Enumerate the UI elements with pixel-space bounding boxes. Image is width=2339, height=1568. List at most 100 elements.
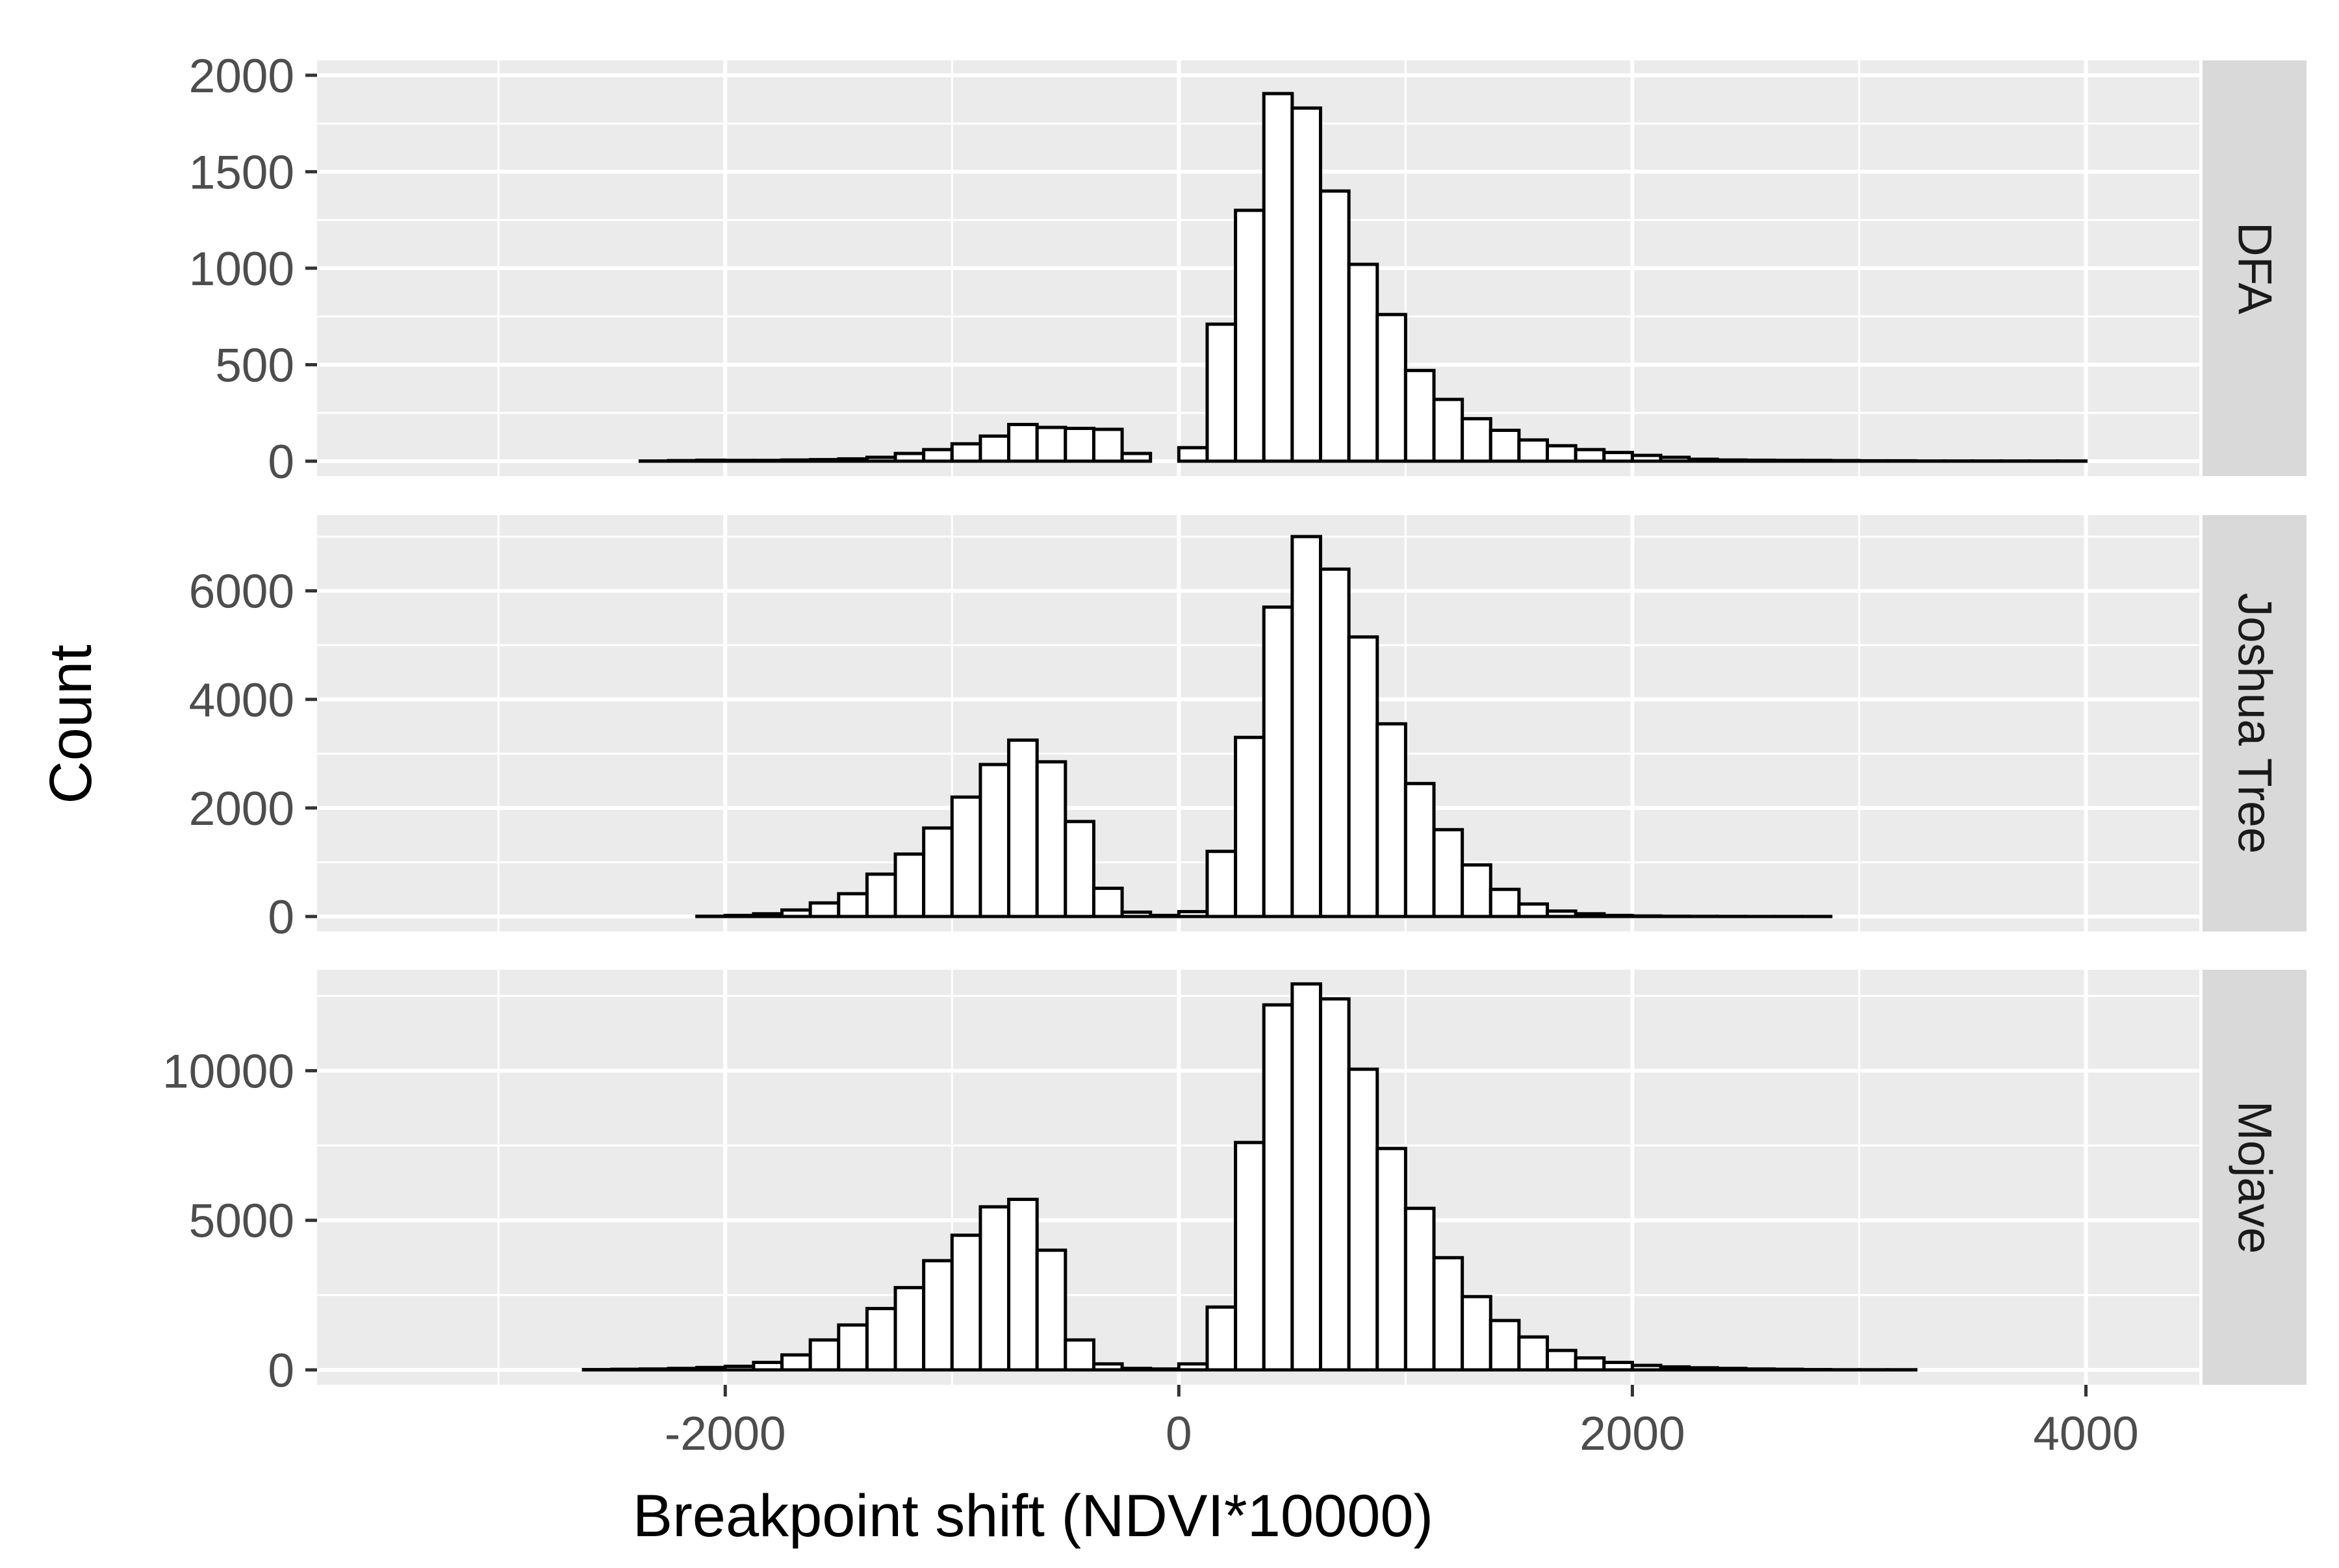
histogram-bar [867, 1309, 895, 1370]
histogram-bar [1689, 1368, 1718, 1370]
histogram-bar [1604, 1362, 1633, 1370]
histogram-bar [952, 797, 980, 917]
histogram-bar [1490, 1321, 1519, 1370]
histogram-bar [1405, 1208, 1434, 1370]
x-tick-label: 4000 [2033, 1408, 2138, 1460]
histogram-bar [1632, 455, 1661, 461]
histogram-bar [867, 874, 895, 917]
histogram-bar [1463, 865, 1491, 917]
histogram-bar [1151, 1369, 1179, 1370]
histogram-bar [980, 436, 1009, 461]
histogram-bar [1463, 1296, 1491, 1370]
histogram-bar [1746, 1369, 1774, 1370]
histogram-bar [1604, 915, 1633, 917]
histogram-bar [1661, 1367, 1689, 1370]
histogram-bar [1264, 1005, 1292, 1370]
histogram-bar [1717, 1369, 1746, 1370]
histogram-bar [810, 460, 839, 461]
histogram-bar [924, 449, 952, 461]
histogram-bar [1066, 428, 1094, 461]
histogram-bar [725, 915, 754, 917]
histogram-bar [754, 1362, 782, 1370]
histogram-bar [612, 1369, 641, 1370]
histogram-bar [1009, 1199, 1038, 1370]
histogram-bar [1320, 191, 1349, 461]
histogram-bar [1576, 1358, 1604, 1370]
x-axis-title: Breakpoint shift (NDVI*10000) [633, 1483, 1433, 1549]
histogram-bar [1179, 911, 1207, 917]
histogram-bar [1661, 457, 1689, 461]
histogram-bar [1009, 740, 1038, 917]
y-tick-label: 1500 [189, 146, 294, 199]
histogram-bar [1122, 912, 1151, 917]
histogram-bar [1292, 537, 1321, 917]
x-tick-label: -2000 [665, 1408, 786, 1460]
histogram-bar [1490, 889, 1519, 917]
histogram-bar [924, 828, 952, 917]
histogram-bar [1179, 1364, 1207, 1370]
facet-strip-label: Mojave [2229, 1101, 2281, 1254]
histogram-bar [1207, 1307, 1236, 1370]
histogram-bar [1434, 829, 1463, 917]
histogram-bar [1405, 370, 1434, 461]
histogram-bar [895, 1287, 924, 1370]
histogram-bar [782, 910, 811, 917]
y-tick-label: 4000 [189, 674, 294, 727]
histogram-bar [1349, 1069, 1377, 1370]
histogram-bar [867, 457, 895, 461]
histogram-bar [1349, 637, 1377, 917]
histogram-bar [895, 453, 924, 461]
y-tick-label: 500 [215, 339, 294, 392]
histogram-bar [1236, 210, 1264, 461]
histogram-bar [754, 914, 782, 917]
histogram-bar [782, 1355, 811, 1370]
x-tick-label: 0 [1166, 1408, 1192, 1460]
histogram-bar [1066, 1340, 1094, 1370]
histogram-bar [810, 1340, 839, 1370]
histogram-bar [1037, 762, 1066, 917]
histogram-bar [1179, 448, 1207, 461]
histogram-bar [1122, 453, 1151, 461]
y-axis-title: Count [38, 644, 104, 804]
histogram-bar [1320, 999, 1349, 1370]
y-tick-label: 0 [268, 436, 294, 488]
histogram-bar [640, 1369, 669, 1370]
histogram-bar [1576, 914, 1604, 917]
histogram-bar [1632, 1365, 1661, 1370]
histogram-bar [1264, 94, 1292, 461]
histogram-bar [924, 1261, 952, 1370]
y-tick-label: 2000 [189, 783, 294, 835]
histogram-bar [1717, 460, 1746, 461]
histogram-bar [669, 1369, 697, 1370]
histogram-bar [839, 894, 867, 917]
histogram-bar [1207, 852, 1236, 917]
histogram-bar [1377, 724, 1406, 917]
histogram-bar [1151, 915, 1179, 917]
histogram-bar [697, 1367, 726, 1370]
y-tick-label: 10000 [162, 1045, 294, 1098]
histogram-bar [1632, 916, 1661, 917]
histogram-bar [725, 1366, 754, 1370]
histogram-bar [782, 460, 811, 461]
y-tick-label: 2000 [189, 50, 294, 103]
histogram-bar [1548, 911, 1576, 917]
histogram-bar [952, 1235, 980, 1370]
y-tick-label: 6000 [189, 566, 294, 618]
histogram-bar [1093, 1364, 1122, 1370]
histogram-bar [1377, 1148, 1406, 1370]
histogram-bar [1576, 449, 1604, 461]
histogram-bar [1519, 904, 1548, 917]
histogram-bar [1434, 399, 1463, 461]
histogram-bar [1093, 889, 1122, 917]
histogram-bar [980, 1207, 1009, 1370]
histogram-bar [1434, 1258, 1463, 1370]
histogram-bar [839, 1325, 867, 1370]
histogram-bar [1292, 984, 1321, 1370]
histogram-bar [1122, 1369, 1151, 1370]
facet-strip-label: Joshua Tree [2229, 593, 2281, 854]
histogram-bar [1548, 1350, 1576, 1370]
y-tick-label: 0 [268, 1345, 294, 1397]
histogram-bar [1264, 607, 1292, 917]
